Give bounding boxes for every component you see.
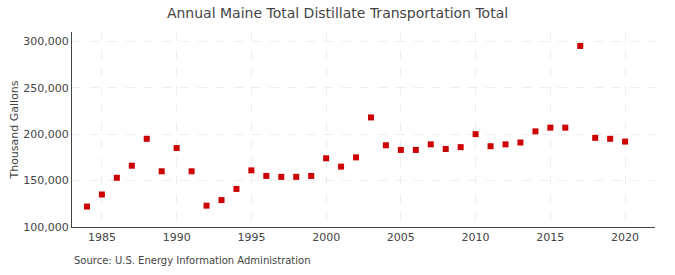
svg-text:250,000: 250,000 xyxy=(23,82,69,95)
svg-text:150,000: 150,000 xyxy=(23,174,69,187)
svg-text:2020: 2020 xyxy=(611,231,639,244)
svg-text:100,000: 100,000 xyxy=(23,221,69,234)
svg-text:2005: 2005 xyxy=(387,231,415,244)
svg-text:1985: 1985 xyxy=(88,231,116,244)
svg-text:300,000: 300,000 xyxy=(23,35,69,48)
svg-text:Source: U.S. Energy Informatio: Source: U.S. Energy Information Administ… xyxy=(74,255,311,266)
svg-text:2010: 2010 xyxy=(462,231,490,244)
svg-text:200,000: 200,000 xyxy=(23,128,69,141)
svg-text:1995: 1995 xyxy=(237,231,265,244)
svg-text:1990: 1990 xyxy=(163,231,191,244)
svg-text:Thousand Gallons: Thousand Gallons xyxy=(8,80,21,179)
svg-text:2000: 2000 xyxy=(312,231,340,244)
svg-text:2015: 2015 xyxy=(536,231,564,244)
svg-text:Annual Maine Total Distillate: Annual Maine Total Distillate Transporta… xyxy=(167,5,508,21)
